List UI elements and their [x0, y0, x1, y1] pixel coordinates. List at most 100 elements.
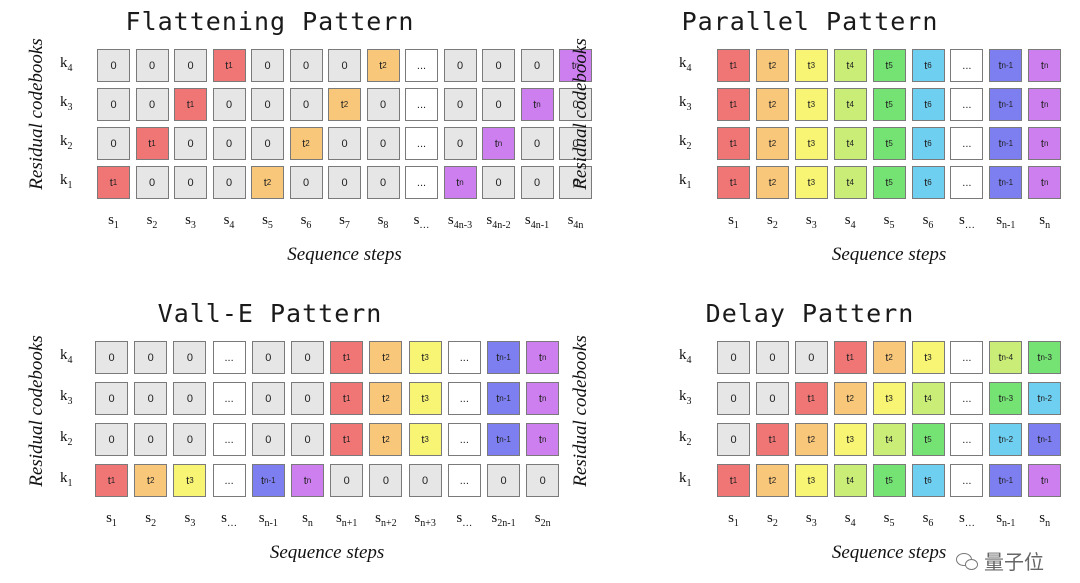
token-cell: ... — [405, 166, 438, 199]
token-cell: 0 — [251, 382, 285, 415]
row-label: k3 — [679, 94, 692, 113]
y-axis-label: Residual codebooks — [570, 38, 591, 190]
token-cell: ... — [405, 49, 438, 82]
column-label: s8 — [377, 212, 389, 231]
token-cell: 0 — [717, 382, 750, 415]
column-label: s1 — [106, 510, 117, 529]
token-cell: t n-1 — [989, 127, 1023, 160]
token-cell: ... — [950, 382, 984, 415]
token-cell: t n-1 — [487, 341, 520, 374]
column-label: sn+2 — [375, 510, 397, 529]
token-cell: 0 — [408, 464, 442, 497]
token-cell: 0 — [520, 49, 554, 82]
column-label: s1 — [728, 212, 739, 231]
token-cell: t n-1 — [989, 49, 1023, 82]
token-cell: t n-3 — [1028, 341, 1062, 374]
column-label: s… — [221, 510, 238, 529]
token-cell: t n-1 — [989, 166, 1023, 199]
token-cell: 0 — [289, 49, 323, 82]
token-cell: 0 — [330, 464, 364, 497]
token-cell: ... — [950, 341, 984, 374]
token-cell: 0 — [328, 49, 361, 82]
token-cell: 0 — [717, 423, 750, 456]
column-label: sn+3 — [414, 510, 436, 529]
x-axis-label: Sequence steps — [287, 244, 402, 265]
column-label: s7 — [339, 212, 350, 231]
panel-title: Parallel Pattern — [681, 7, 939, 36]
token-cell: 0 — [526, 464, 560, 497]
token-cell: 0 — [366, 127, 400, 160]
column-label: s2n-1 — [491, 510, 516, 529]
wechat-icon — [956, 552, 978, 570]
token-cell: t n-1 — [487, 382, 520, 415]
valle-pattern-panel: Vall-E Pattern Residual codebooks 0 0 0...… — [0, 292, 560, 583]
x-axis-label: Sequence steps — [831, 244, 947, 265]
row-label: k3 — [679, 388, 692, 407]
token-cell: t n-4 — [989, 341, 1023, 374]
token-cell: t n-1 — [1028, 423, 1062, 456]
token-cell: 0 — [135, 49, 169, 82]
token-cell: 0 — [97, 127, 130, 160]
column-label: s6 — [300, 212, 312, 231]
y-axis-label: Residual codebooks — [26, 38, 47, 190]
token-cell: 0 — [482, 49, 515, 82]
column-label: s4n-3 — [447, 212, 473, 231]
panel-title: Vall-E Pattern — [157, 299, 383, 328]
token-cell: ... — [447, 341, 481, 374]
row-label: k2 — [679, 429, 692, 448]
token-cell: ... — [212, 382, 246, 415]
row-label: k4 — [60, 347, 73, 366]
column-label: sn — [302, 510, 313, 529]
column-label: s2 — [145, 510, 157, 529]
row-label: k1 — [60, 172, 73, 191]
token-cell: t n-1 — [989, 464, 1023, 497]
token-cell: ... — [212, 341, 246, 374]
token-cell: 0 — [520, 127, 554, 160]
token-cell: 0 — [97, 49, 130, 82]
column-label: s1 — [728, 510, 739, 529]
column-label: s4n — [567, 212, 584, 231]
column-label: s… — [958, 510, 975, 529]
token-cell: t n-1 — [487, 423, 520, 456]
token-cell: 0 — [559, 127, 592, 160]
column-label: s4 — [223, 212, 235, 231]
token-cell: 0 — [755, 382, 789, 415]
token-cell: ... — [950, 166, 984, 199]
token-cell: 0 — [251, 88, 284, 121]
token-cell: 0 — [174, 127, 207, 160]
panel-title: Flattening Pattern — [125, 7, 415, 36]
column-label: s… — [958, 212, 975, 231]
